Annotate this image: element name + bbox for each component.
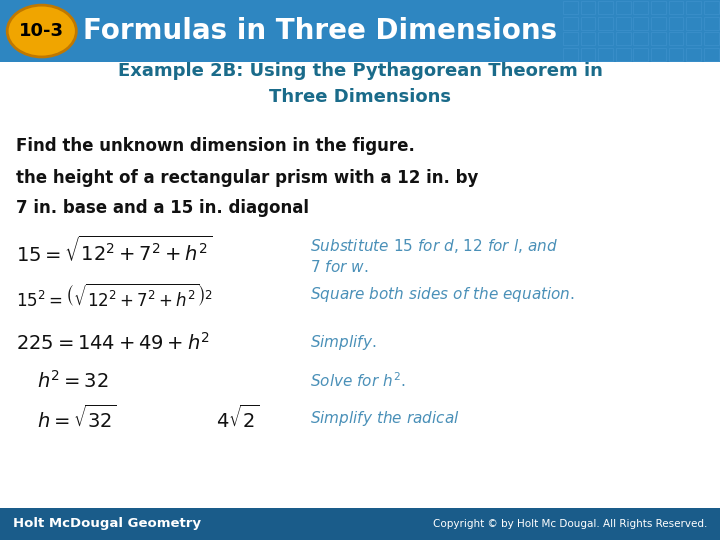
Text: $\mathit{Simplify.}$: $\mathit{Simplify.}$ [310, 333, 376, 353]
Text: $4\sqrt{2}$: $4\sqrt{2}$ [216, 405, 259, 432]
Text: $h^2 = 32$: $h^2 = 32$ [37, 370, 109, 392]
Text: $\mathit{Substitute\ 15\ for\ d{,}\ 12\ for\ l{,}\ and}$: $\mathit{Substitute\ 15\ for\ d{,}\ 12\ … [310, 237, 557, 255]
Text: Copyright © by Holt Mc Dougal. All Rights Reserved.: Copyright © by Holt Mc Dougal. All Right… [433, 519, 707, 529]
Text: Example 2B: Using the Pythagorean Theorem in
Three Dimensions: Example 2B: Using the Pythagorean Theore… [117, 62, 603, 106]
Text: $\mathit{Square\ both\ sides\ of\ the\ equation.}$: $\mathit{Square\ both\ sides\ of\ the\ e… [310, 285, 575, 304]
Text: $\mathit{Simplify\ the\ radical}$: $\mathit{Simplify\ the\ radical}$ [310, 409, 459, 428]
Text: 7 in. base and a 15 in. diagonal: 7 in. base and a 15 in. diagonal [16, 199, 309, 217]
Text: $15^2 = \left(\sqrt{12^2 + 7^2 + h^2}\right)^{\!2}$: $15^2 = \left(\sqrt{12^2 + 7^2 + h^2}\ri… [16, 284, 212, 310]
Text: 10-3: 10-3 [19, 22, 64, 40]
Text: $\mathit{7\ for\ w.}$: $\mathit{7\ for\ w.}$ [310, 259, 368, 275]
Circle shape [7, 5, 76, 57]
Text: $15 = \sqrt{12^2 + 7^2 + h^2}$: $15 = \sqrt{12^2 + 7^2 + h^2}$ [16, 236, 212, 266]
Text: $225 = 144 + 49 + h^2$: $225 = 144 + 49 + h^2$ [16, 332, 210, 354]
Text: $\mathit{Solve\ for\ h^2.}$: $\mathit{Solve\ for\ h^2.}$ [310, 372, 405, 390]
Text: $h = \sqrt{32}$: $h = \sqrt{32}$ [37, 405, 117, 432]
Text: Find the unknown dimension in the figure.: Find the unknown dimension in the figure… [16, 137, 415, 155]
FancyBboxPatch shape [0, 0, 720, 62]
Text: the height of a rectangular prism with a 12 in. by: the height of a rectangular prism with a… [16, 169, 478, 187]
FancyBboxPatch shape [0, 508, 720, 540]
Text: Formulas in Three Dimensions: Formulas in Three Dimensions [83, 17, 557, 45]
Text: Holt McDougal Geometry: Holt McDougal Geometry [13, 517, 201, 530]
